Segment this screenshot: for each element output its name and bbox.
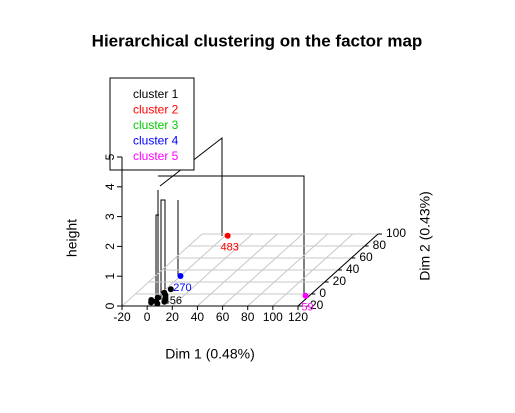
z-tick-label: 5 xyxy=(103,153,117,160)
chart-title: Hierarchical clustering on the factor ma… xyxy=(92,31,423,50)
x-tick-label: 80 xyxy=(241,310,255,324)
x-tick-label: 100 xyxy=(263,310,283,324)
y-tick-label: 0 xyxy=(319,286,326,300)
point-label: 456 xyxy=(164,295,182,307)
point xyxy=(161,289,168,296)
y-tick-label: -20 xyxy=(306,298,324,312)
legend-entry: cluster 3 xyxy=(133,118,179,132)
x-tick-label: 120 xyxy=(288,310,308,324)
dendrogram-branch xyxy=(160,199,166,300)
point xyxy=(177,273,184,279)
x-tick-label: -20 xyxy=(113,310,131,324)
legend-entry: cluster 4 xyxy=(133,133,179,147)
point xyxy=(154,294,161,301)
point xyxy=(224,232,231,239)
point-label: 270 xyxy=(173,282,191,294)
y-tick-label: 40 xyxy=(346,262,360,276)
x-tick-label: 40 xyxy=(191,310,205,324)
z-tick-label: 0 xyxy=(103,302,117,309)
x-axis-label: Dim 1 (0.48%) xyxy=(165,346,254,362)
z-tick-label: 2 xyxy=(103,243,117,250)
point xyxy=(148,297,155,303)
legend-box xyxy=(109,77,195,171)
y-tick-label: 80 xyxy=(373,238,387,252)
legend-entry: cluster 5 xyxy=(133,149,179,163)
point xyxy=(167,286,174,293)
legend-entry: cluster 1 xyxy=(133,87,179,101)
point xyxy=(154,300,161,307)
y-axis xyxy=(297,233,379,307)
z-tick-label: 1 xyxy=(103,273,117,280)
y-tick-label: 100 xyxy=(386,226,406,240)
z-tick-label: 4 xyxy=(103,183,117,190)
y-tick-label: 20 xyxy=(333,274,347,288)
point xyxy=(302,292,309,299)
point-label: 483 xyxy=(220,242,238,254)
dendrogram-branch xyxy=(155,214,159,300)
y-axis-label: Dim 2 (0.43%) xyxy=(417,191,433,280)
z-axis-label: height xyxy=(64,219,80,257)
point xyxy=(161,298,168,305)
x-tick-label: 0 xyxy=(144,310,151,324)
x-tick-label: 60 xyxy=(216,310,230,324)
y-tick-label: 60 xyxy=(359,250,373,264)
z-tick-label: 3 xyxy=(103,213,117,220)
point-label: 59 xyxy=(301,302,313,314)
legend-entry: cluster 2 xyxy=(133,103,179,117)
x-tick-label: 20 xyxy=(166,310,180,324)
